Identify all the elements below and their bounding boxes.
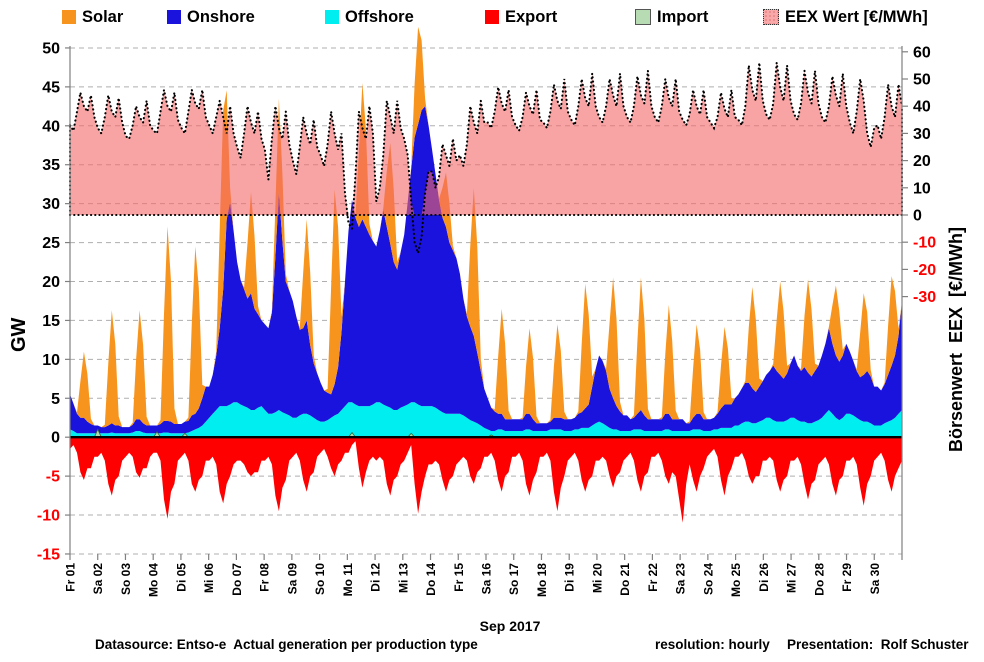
svg-text:Mo 04: Mo 04 — [147, 563, 161, 597]
svg-text:Do 28: Do 28 — [812, 563, 826, 596]
svg-text:Fr 08: Fr 08 — [258, 563, 272, 592]
svg-text:-10: -10 — [37, 508, 60, 525]
svg-text:So 24: So 24 — [701, 563, 715, 595]
svg-text:Mo 18: Mo 18 — [535, 563, 549, 597]
offshore-swatch-icon — [325, 10, 339, 24]
svg-text:0: 0 — [913, 208, 922, 225]
eex-price — [68, 62, 904, 258]
legend-item-eex: EEX Wert [€/MWh] — [763, 7, 928, 27]
svg-text:Di 05: Di 05 — [174, 563, 188, 592]
svg-text:So 10: So 10 — [313, 563, 327, 595]
eex-area — [70, 62, 902, 216]
legend-label-eex: EEX Wert [€/MWh] — [785, 8, 928, 26]
svg-text:40: 40 — [913, 99, 931, 116]
svg-text:-30: -30 — [913, 289, 936, 306]
svg-text:Di 19: Di 19 — [563, 563, 577, 592]
svg-text:Mo 11: Mo 11 — [341, 563, 355, 597]
solar-swatch-icon — [62, 10, 76, 24]
svg-text:-20: -20 — [913, 262, 936, 279]
offshore-area — [70, 402, 902, 438]
legend-label-onshore: Onshore — [187, 8, 255, 26]
axes: 50454035302520151050-5-10-15605040302010… — [37, 40, 936, 597]
svg-text:Do 07: Do 07 — [230, 563, 244, 596]
svg-text:So 17: So 17 — [507, 563, 521, 595]
svg-text:Do 14: Do 14 — [424, 563, 438, 596]
onshore-area — [70, 106, 902, 434]
svg-text:Sa 09: Sa 09 — [285, 563, 299, 595]
legend-item-export: Export — [485, 7, 557, 27]
svg-text:Mi 20: Mi 20 — [590, 563, 604, 593]
svg-text:So 03: So 03 — [119, 563, 133, 595]
export-swatch-icon — [485, 10, 499, 24]
presentation-label: Presentation: Rolf Schuster — [787, 637, 969, 652]
datasource-label: Datasource: Entso-e Actual generation pe… — [95, 637, 478, 652]
svg-text:Fr 15: Fr 15 — [452, 563, 466, 592]
svg-text:50: 50 — [913, 72, 931, 89]
export-area — [70, 437, 902, 523]
eex-swatch-icon — [763, 9, 779, 25]
svg-text:Mo 25: Mo 25 — [729, 563, 743, 597]
svg-text:Do 21: Do 21 — [618, 563, 632, 596]
svg-text:Sa 23: Sa 23 — [674, 563, 688, 595]
legend-label-import: Import — [657, 8, 709, 26]
svg-text:Fr 01: Fr 01 — [64, 563, 78, 592]
svg-text:Sa 16: Sa 16 — [480, 563, 494, 595]
svg-text:60: 60 — [913, 44, 931, 61]
month-label: Sep 2017 — [479, 618, 541, 634]
onshore-swatch-icon — [167, 10, 181, 24]
svg-text:Mi 27: Mi 27 — [785, 563, 799, 593]
svg-text:20: 20 — [42, 274, 60, 291]
svg-text:10: 10 — [42, 352, 60, 369]
svg-text:25: 25 — [42, 235, 60, 252]
svg-text:20: 20 — [913, 153, 931, 170]
legend-label-solar: Solar — [82, 8, 124, 26]
svg-text:35: 35 — [42, 157, 60, 174]
legend-item-onshore: Onshore — [167, 7, 255, 27]
svg-text:30: 30 — [913, 126, 931, 143]
svg-text:50: 50 — [42, 40, 60, 57]
svg-text:45: 45 — [42, 79, 60, 96]
svg-text:30: 30 — [42, 196, 60, 213]
legend-label-export: Export — [505, 8, 558, 26]
svg-text:5: 5 — [51, 391, 60, 408]
import-swatch-icon — [635, 9, 651, 25]
legend-item-solar: Solar — [62, 7, 123, 27]
eex-line — [68, 62, 904, 258]
svg-text:Mi 06: Mi 06 — [202, 563, 216, 593]
svg-text:Fr 22: Fr 22 — [646, 563, 660, 592]
svg-text:-15: -15 — [37, 546, 60, 563]
svg-text:Sa 02: Sa 02 — [91, 563, 105, 595]
svg-text:0: 0 — [51, 430, 60, 447]
svg-text:10: 10 — [913, 180, 931, 197]
legend-item-import: Import — [635, 7, 708, 27]
svg-text:-10: -10 — [913, 235, 936, 252]
svg-text:15: 15 — [42, 313, 60, 330]
svg-text:Fr 29: Fr 29 — [840, 563, 854, 592]
legend-item-offshore: Offshore — [325, 7, 414, 27]
resolution-label: resolution: hourly — [655, 637, 770, 652]
legend-label-offshore: Offshore — [345, 8, 414, 26]
svg-text:Di 12: Di 12 — [369, 563, 383, 592]
svg-text:-5: -5 — [46, 469, 60, 486]
svg-text:Di 26: Di 26 — [757, 563, 771, 592]
svg-text:Sa 30: Sa 30 — [868, 563, 882, 595]
svg-text:40: 40 — [42, 118, 60, 135]
svg-text:Mi 13: Mi 13 — [396, 563, 410, 593]
